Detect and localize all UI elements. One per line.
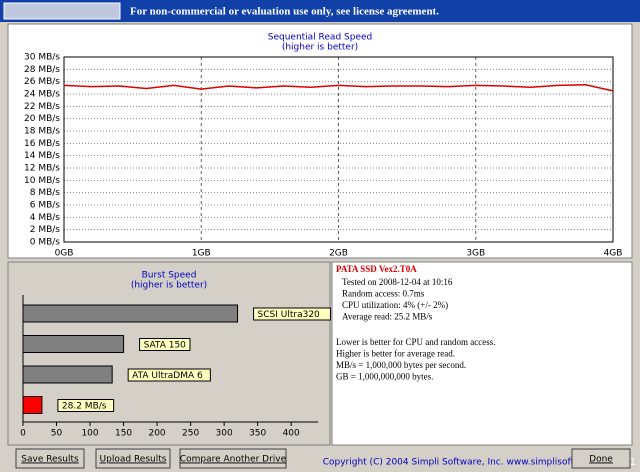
info-title: PATA SSD Vex2.T0A: [336, 264, 417, 274]
button-label[interactable]: Done: [589, 455, 613, 465]
x-tick-label: 100: [81, 429, 98, 439]
read-speed-line: [63, 83, 614, 92]
x-tick-label: 2GB: [329, 249, 348, 259]
y-tick-label: 24 MB/s: [24, 90, 60, 100]
x-tick-label: 0: [20, 429, 26, 439]
label-box: [127, 368, 211, 382]
x-tick-label: 1GB: [192, 249, 211, 259]
info-note: Lower is better for CPU and random acces…: [336, 337, 495, 347]
button-label[interactable]: Compare Another Drive: [180, 455, 287, 465]
bar-label: 28.2 MB/s: [62, 402, 107, 412]
y-tick-label: 30 MB/s: [24, 53, 60, 63]
bar-label: ATA UltraDMA 6: [132, 371, 203, 381]
button[interactable]: [95, 448, 171, 469]
y-tick-label: 2 MB/s: [30, 225, 61, 235]
banner-text: For non-commercial or evaluation use onl…: [130, 6, 439, 18]
label-box: [139, 338, 191, 351]
x-tick-label: 350: [249, 429, 266, 439]
x-tick-label: 150: [115, 429, 132, 439]
line-panel: [7, 23, 633, 259]
info-line: Average read: 25.2 MB/s: [342, 312, 433, 322]
chart-subtitle: (higher is better): [282, 43, 358, 53]
bar: [22, 396, 43, 414]
info-note: MB/s = 1,000,000 bytes per second.: [336, 360, 466, 370]
x-tick-label: 200: [148, 429, 165, 439]
info-panel: [331, 261, 633, 446]
logo: [3, 2, 121, 20]
bar: [22, 365, 113, 384]
x-tick-label: 4GB: [604, 249, 623, 259]
label-box: [253, 307, 331, 321]
button[interactable]: [179, 448, 287, 469]
y-tick-label: 18 MB/s: [24, 127, 60, 137]
info-note: GB = 1,000,000,000 bytes.: [336, 372, 433, 382]
y-tick-label: 28 MB/s: [24, 65, 60, 75]
info-note: Higher is better for average read.: [336, 349, 455, 359]
x-tick-label: 250: [182, 429, 199, 439]
y-tick-label: 12 MB/s: [24, 164, 60, 174]
info-line: CPU utilization: 4% (+/- 2%): [342, 300, 448, 310]
button[interactable]: [15, 448, 85, 469]
bar-label: SATA 150: [144, 341, 187, 351]
button-label[interactable]: Save Results: [21, 455, 79, 465]
bar-label: SCSI Ultra320: [258, 310, 321, 320]
chart-title: Burst Speed: [142, 271, 197, 281]
y-tick-label: 22 MB/s: [24, 102, 60, 112]
x-tick-label: 400: [283, 429, 300, 439]
plot-frame: [63, 56, 614, 243]
y-tick-label: 14 MB/s: [24, 151, 60, 161]
y-tick-label: 8 MB/s: [30, 188, 61, 198]
y-tick-label: 6 MB/s: [30, 201, 61, 211]
footer: Copyright (C) 2004 Simpli Software, Inc.…: [323, 458, 618, 468]
y-tick-label: 10 MB/s: [24, 176, 60, 186]
y-tick-label: 20 MB/s: [24, 114, 60, 124]
chart-subtitle: (higher is better): [131, 281, 207, 291]
x-tick-label: 0GB: [55, 249, 74, 259]
y-tick-label: 16 MB/s: [24, 139, 60, 149]
info-line: Tested on 2008-12-04 at 10:16: [342, 277, 453, 287]
x-tick-label: 3GB: [466, 249, 485, 259]
chart-title: Sequential Read Speed: [268, 33, 373, 43]
y-tick-label: 0 MB/s: [30, 238, 61, 248]
bar: [22, 335, 125, 353]
y-tick-label: 4 MB/s: [30, 213, 61, 223]
button-label[interactable]: Upload Results: [100, 455, 167, 465]
x-tick-label: 50: [51, 429, 63, 439]
bar: [22, 304, 239, 323]
button[interactable]: [571, 448, 631, 469]
label-box: [57, 399, 115, 412]
banner: [0, 0, 640, 22]
x-tick-label: 300: [216, 429, 233, 439]
y-tick-label: 26 MB/s: [24, 77, 60, 87]
info-line: Random access: 0.7ms: [342, 289, 425, 299]
